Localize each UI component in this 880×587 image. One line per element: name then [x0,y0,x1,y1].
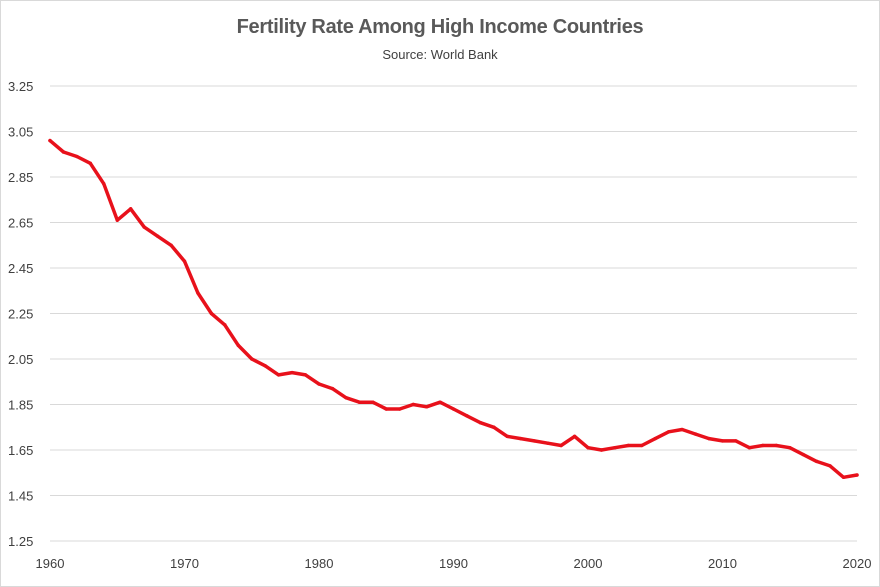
data-point [599,448,604,452]
data-point [61,150,66,154]
data-point [250,357,254,361]
data-point [263,364,267,368]
data-point [801,452,805,457]
data-point [613,446,617,450]
data-point [129,207,133,211]
y-tick-label: 1.65 [8,443,33,458]
data-point [357,400,362,404]
data-point [424,405,429,409]
y-tick-label: 2.05 [8,352,33,367]
data-point [196,291,200,295]
data-point [640,443,644,448]
x-tick-label: 1960 [36,556,65,571]
data-point [236,343,240,348]
series-layer [48,138,859,480]
x-tick-label: 2010 [708,556,737,571]
data-point [653,436,657,441]
data-point [384,407,388,411]
data-point [344,395,348,400]
gridlines [50,85,857,542]
data-point [626,443,631,448]
data-point [438,400,442,404]
chart-subtitle: Source: World Bank [382,47,498,62]
data-point [693,432,698,436]
data-point [276,373,281,377]
data-point [451,407,456,411]
data-point [545,441,550,445]
data-point [667,430,671,434]
data-point [182,259,187,263]
data-point [169,243,173,247]
y-tick-label: 1.85 [8,398,33,413]
data-point [559,443,563,448]
data-point [828,464,832,468]
y-tick-label: 3.05 [8,125,33,140]
x-tick-label: 1990 [439,556,468,571]
data-point [48,138,52,143]
series-line [48,138,859,480]
data-point [774,443,778,448]
data-point [88,161,93,166]
data-point [788,446,792,450]
data-point [761,443,765,448]
chart-title: Fertility Rate Among High Income Countri… [236,16,644,38]
data-point [532,439,536,443]
data-point [317,382,321,386]
data-point [720,439,725,443]
data-point [142,225,146,229]
data-point [505,434,509,439]
x-tick-label: 2020 [843,556,872,571]
data-point [303,373,308,377]
y-tick-label: 1.25 [8,534,33,549]
data-point [814,459,819,464]
data-point [115,218,119,222]
data-point [680,427,684,432]
data-point [572,434,577,439]
x-tick-label: 2000 [574,556,603,571]
data-point [155,234,160,238]
data-point [841,475,846,479]
data-point [707,436,711,441]
x-tick-label: 1970 [170,556,199,571]
data-point [519,436,523,441]
data-point [290,370,294,375]
data-point [492,425,496,429]
data-point [586,446,590,450]
x-tick-label: 1980 [305,556,334,571]
data-point [478,421,483,425]
x-axis-tick-labels: 1960 1970 1980 1990 2000 2010 2020 [36,556,872,571]
y-tick-label: 2.25 [8,307,33,322]
y-axis-tick-labels: 3.25 3.05 2.85 2.65 2.45 2.25 2.05 1.85 1.65 1.45… [8,79,33,549]
data-point [855,473,859,477]
data-point [734,439,738,443]
data-point [371,400,375,404]
data-point [747,446,752,450]
data-point [209,311,214,316]
y-tick-label: 1.45 [8,489,33,504]
data-point [465,414,469,418]
y-tick-label: 3.25 [8,79,33,94]
y-tick-label: 2.45 [8,261,33,276]
y-tick-label: 2.65 [8,216,33,231]
data-point [75,154,79,159]
y-tick-label: 2.85 [8,170,33,185]
data-point [398,407,402,411]
data-point [411,402,415,407]
data-point [102,182,106,186]
data-point [223,323,227,327]
data-point [330,386,335,391]
